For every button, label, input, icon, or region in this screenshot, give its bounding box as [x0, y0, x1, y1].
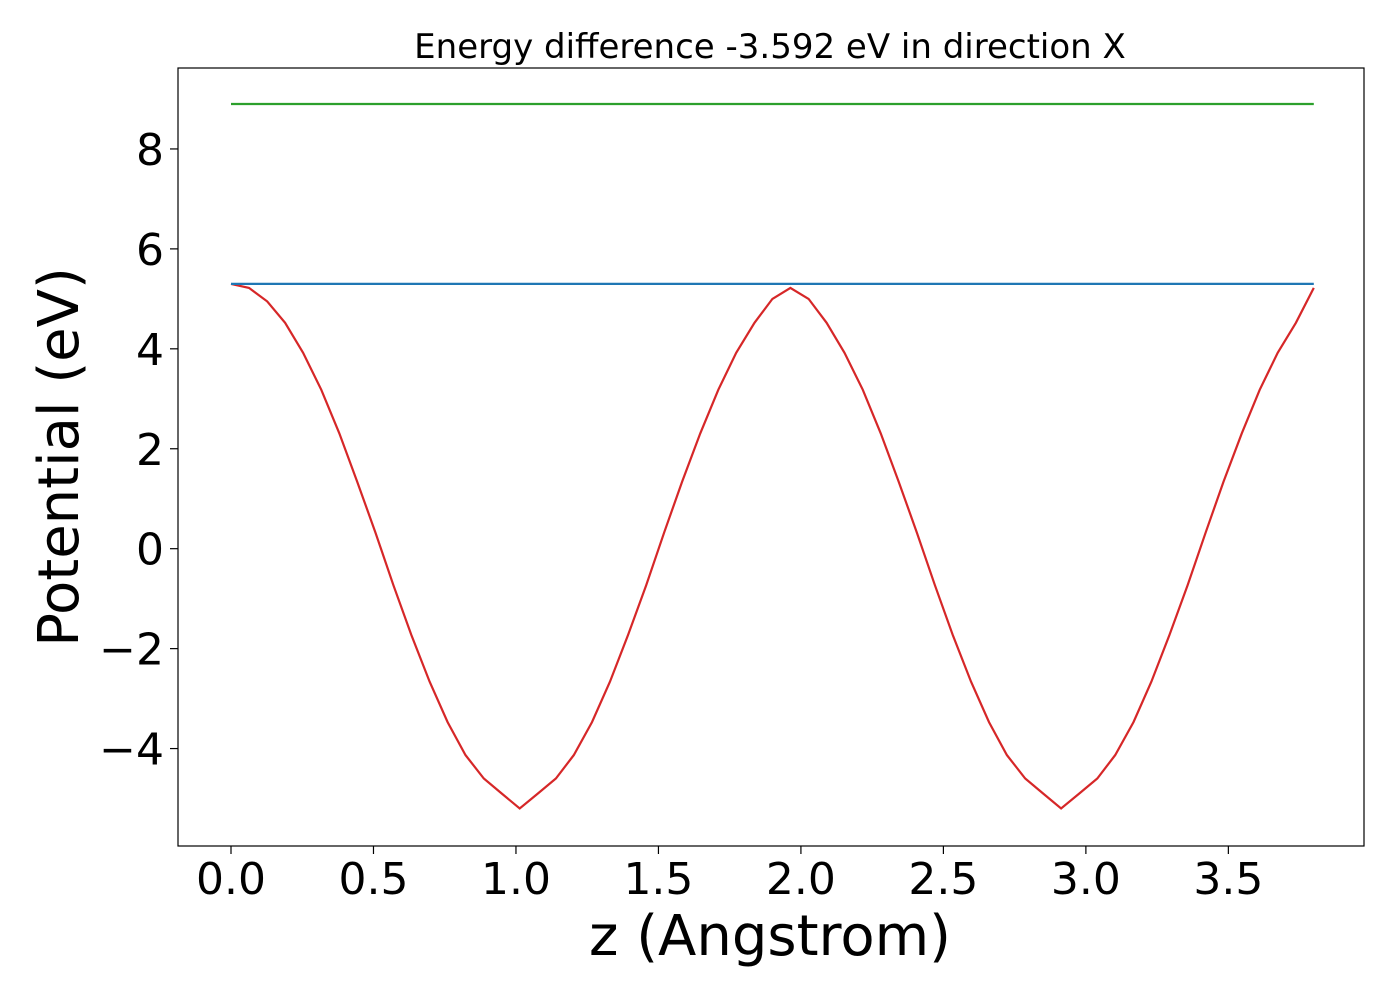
y-tick-label: 4	[136, 325, 164, 376]
y-ticks: −4 −2 0 2 4 6 8	[99, 125, 178, 776]
x-tick-label: 2.0	[766, 854, 836, 905]
series-layer	[230, 102, 1315, 810]
x-tick-label: 1.5	[623, 854, 693, 905]
y-tick-label: 2	[136, 425, 164, 476]
y-tick-label: −2	[99, 625, 164, 676]
x-tick-label: 2.5	[908, 854, 978, 905]
plot-frame	[177, 67, 1365, 847]
x-tick-label: 3.5	[1193, 854, 1263, 905]
x-tick-label: 3.0	[1051, 854, 1121, 905]
x-tick-label: 1.0	[481, 854, 551, 905]
chart-title: Energy difference -3.592 eV in direction…	[414, 27, 1126, 67]
x-tick-label: 0.5	[338, 854, 408, 905]
x-axis-label: z (Angstrom)	[589, 904, 951, 969]
y-tick-label: 6	[136, 225, 164, 276]
y-tick-label: 8	[136, 125, 164, 176]
x-tick-label: 0.0	[196, 854, 266, 905]
x-ticks: 0.0 0.5 1.0 1.5 2.0 2.5 3.0 3.5	[196, 846, 1263, 905]
y-axis-label: Potential (eV)	[27, 267, 92, 647]
y-tick-label: 0	[136, 525, 164, 576]
series-line-0	[230, 282, 1315, 810]
y-tick-label: −4	[99, 725, 164, 776]
